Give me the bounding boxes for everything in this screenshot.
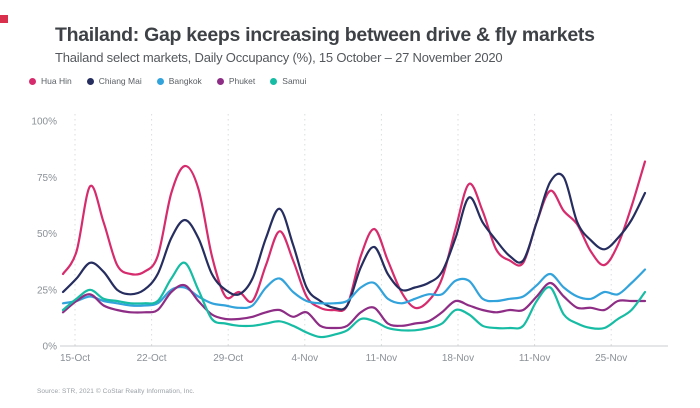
series-line-samui [61, 261, 647, 339]
x-tick-label: 29-Oct [213, 353, 243, 364]
legend-swatch-icon [216, 77, 224, 85]
x-tick-label: 11-Nov [366, 353, 398, 364]
series-line-phuket [61, 281, 647, 330]
legend-swatch-icon [86, 77, 94, 85]
x-tick-label: 15-Oct [60, 353, 90, 364]
legend-label: Samui [282, 76, 307, 86]
legend-label: Bangkok [168, 76, 202, 86]
x-tick-label: 22-Oct [137, 353, 167, 364]
x-tick-label: 4-Nov [291, 353, 318, 364]
legend-swatch-icon [270, 77, 278, 85]
legend-item-phuket: Phuket [216, 76, 256, 86]
y-tick-label: 75% [37, 173, 57, 184]
chart-title: Thailand: Gap keeps increasing between d… [55, 24, 595, 46]
y-tick-label: 25% [37, 285, 57, 296]
legend-label: Chiang Mai [98, 76, 142, 86]
legend-item-chiang-mai: Chiang Mai [86, 76, 142, 86]
series-line-chiang-mai [61, 172, 647, 311]
y-tick-label: 50% [37, 229, 57, 240]
legend-swatch-icon [156, 77, 164, 85]
source-note: Source: STR, 2021 © CoStar Realty Inform… [37, 388, 195, 395]
brand-square-icon [0, 15, 8, 23]
y-tick-label: 100% [31, 117, 57, 128]
series-line-bangkok [61, 268, 647, 310]
legend-item-hua-hin: Hua Hin [29, 76, 72, 86]
legend: Hua Hin Chiang Mai Bangkok Phuket Samui [29, 76, 306, 86]
legend-item-samui: Samui [270, 76, 306, 86]
chart-subtitle: Thailand select markets, Daily Occupancy… [55, 50, 503, 65]
y-tick-label: 0% [43, 342, 58, 353]
x-tick-label: 18-Nov [442, 353, 474, 364]
legend-swatch-icon [29, 77, 36, 85]
legend-label: Hua Hin [41, 76, 72, 86]
legend-item-bangkok: Bangkok [156, 76, 202, 86]
legend-label: Phuket [228, 76, 256, 86]
x-tick-label: 11-Nov [519, 353, 551, 364]
x-tick-label: 25-Nov [595, 353, 627, 364]
